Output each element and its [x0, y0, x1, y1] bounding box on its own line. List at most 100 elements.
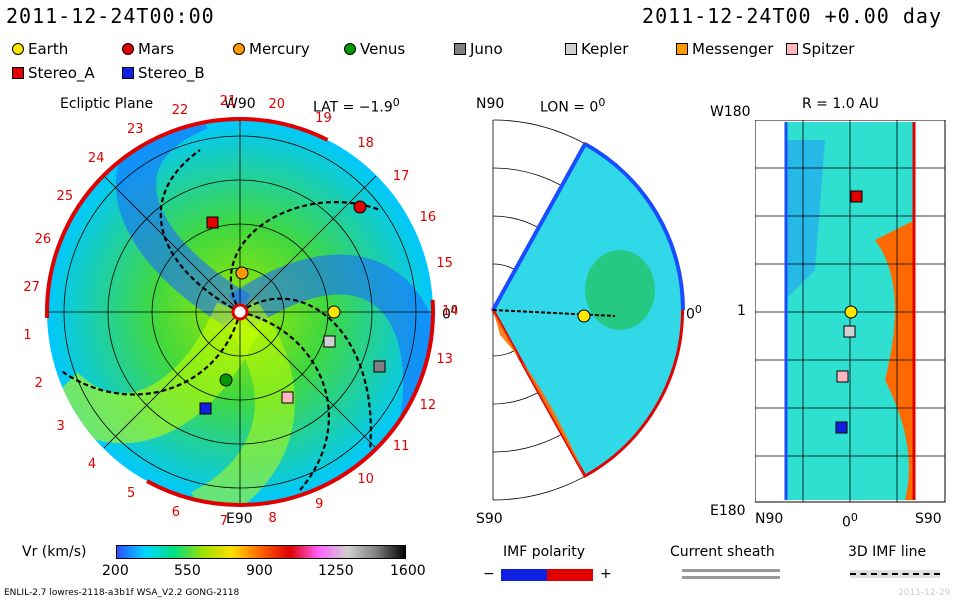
carrington-tick: 15 — [436, 255, 453, 271]
legend-item-stereo-b: Stereo_B — [122, 64, 205, 82]
lat-sup: 0 — [392, 96, 400, 109]
stereo-a-icon — [850, 190, 863, 203]
panel3-mid-left: 1 — [737, 303, 746, 319]
panel2-right-label: 00 — [686, 303, 702, 323]
legend-label: Kepler — [581, 40, 629, 58]
carrington-tick: 7 — [219, 513, 229, 529]
carrington-tick: 19 — [315, 111, 332, 127]
lon-value: LON = 0 — [540, 99, 599, 116]
stereo-b-marker-icon — [122, 67, 134, 79]
carrington-tick: 3 — [56, 419, 65, 435]
kepler-marker-icon — [565, 43, 577, 55]
imf-lines — [59, 149, 381, 491]
mercury-marker-icon — [233, 43, 245, 55]
imf-line — [492, 309, 616, 317]
legend-label: Stereo_A — [28, 64, 95, 82]
mid-wind-region — [585, 250, 655, 330]
juno-marker-icon — [454, 43, 466, 55]
panel2-title: LON = 00 — [540, 96, 605, 116]
colorbar-tick: 200 — [102, 563, 129, 579]
legend-label: Stereo_B — [138, 64, 205, 82]
panel1-bottom-label: E90 — [226, 511, 253, 527]
panel2-bottom-label: S90 — [476, 511, 503, 527]
stereo-b-icon — [199, 402, 212, 415]
right-value: 0 — [442, 306, 451, 323]
carrington-tick: 10 — [357, 472, 374, 488]
imf-negative-bar — [501, 569, 547, 581]
carrington-tick: 4 — [87, 456, 97, 472]
panel1-right-label: 00 — [442, 303, 458, 323]
x0-sup: 0 — [850, 511, 858, 524]
panel3-title: R = 1.0 AU — [802, 96, 879, 112]
imf-line-label: 3D IMF line — [848, 544, 927, 560]
legend-item-messenger: Messenger — [676, 40, 773, 58]
lat-value: LAT = −1.9 — [313, 99, 393, 116]
velocity-colorbar — [116, 545, 406, 559]
panel1-top-label: W90 — [224, 96, 256, 112]
legend-label: Spitzer — [802, 40, 855, 58]
carrington-tick: 5 — [127, 485, 136, 501]
imf-plus: + — [600, 566, 612, 582]
carrington-tick: 20 — [268, 97, 285, 113]
venus-marker-icon — [344, 43, 356, 55]
carrington-tick: 23 — [127, 122, 144, 138]
imf-positive-bar — [547, 569, 593, 581]
carrington-tick: 9 — [315, 496, 324, 512]
carrington-tick: 1 — [23, 328, 32, 344]
legend-item-spitzer: Spitzer — [786, 40, 854, 58]
legend-item-earth: Earth — [12, 40, 68, 58]
kepler-icon — [323, 335, 336, 348]
carrington-tick: 11 — [392, 438, 410, 454]
legend-label: Mercury — [249, 40, 310, 58]
colorbar-label: Vr (km/s) — [22, 544, 87, 560]
carrington-tick: 27 — [23, 279, 40, 295]
panel3-xtick-n90: N90 — [755, 511, 784, 527]
legend-item-stereo-a: Stereo_A — [12, 64, 95, 82]
panel3-bottom-left: E180 — [710, 503, 746, 519]
legend-label: Messenger — [692, 40, 774, 58]
spitzer-marker-icon — [786, 43, 798, 55]
polarity-edge — [491, 143, 587, 311]
colorbar-tick: 1600 — [390, 563, 426, 579]
mars-icon — [353, 200, 367, 214]
ecliptic-plane-panel — [45, 117, 435, 507]
carrington-tick: 14 — [442, 304, 459, 319]
current-sheath-label: Current sheath — [670, 544, 775, 560]
spitzer-icon — [281, 391, 294, 404]
carrington-tick: 12 — [419, 398, 437, 414]
model-info: ENLIL-2.7 lowres-2118-a3b1f WSA_V2.2 GON… — [4, 588, 240, 598]
timestamp-right: 2011-12-24T00 +0.00 day — [642, 4, 942, 28]
carrington-tick: 13 — [436, 352, 453, 368]
fast-wind-region — [493, 310, 585, 476]
panel1-lat: LAT = −1.90 — [313, 96, 400, 116]
carrington-tick: 17 — [392, 169, 410, 184]
earth-icon — [327, 305, 341, 319]
legend-item-kepler: Kepler — [565, 40, 628, 58]
carrington-tick: 25 — [56, 188, 74, 204]
polarity-ring — [45, 117, 435, 507]
legend-item-mars: Mars — [122, 40, 174, 58]
stereo-b-icon — [835, 421, 848, 434]
earth-icon — [577, 309, 591, 323]
carrington-tick: 22 — [171, 102, 189, 118]
p2-right-sup: 0 — [694, 303, 702, 316]
lon-sup: 0 — [598, 96, 606, 109]
colorbar-tick: 1250 — [318, 563, 354, 579]
colorbar-tick: 550 — [174, 563, 201, 579]
sphere-map-panel — [755, 120, 946, 503]
footer-date: 2011-12-29 — [898, 588, 951, 598]
carrington-tick: 16 — [419, 209, 437, 225]
mercury-icon — [235, 266, 249, 280]
earth-icon — [844, 305, 858, 319]
colorbar-tick: 900 — [246, 563, 273, 579]
panel2-top-label: N90 — [476, 96, 505, 112]
x0-value: 0 — [842, 514, 851, 531]
sun-icon — [231, 303, 249, 321]
carrington-tick: 18 — [357, 135, 374, 151]
venus-icon — [219, 373, 233, 387]
imf-polarity-label: IMF polarity — [503, 544, 586, 560]
legend-label: Juno — [470, 40, 503, 58]
spitzer-icon — [836, 370, 849, 383]
legend-item-juno: Juno — [454, 40, 503, 58]
